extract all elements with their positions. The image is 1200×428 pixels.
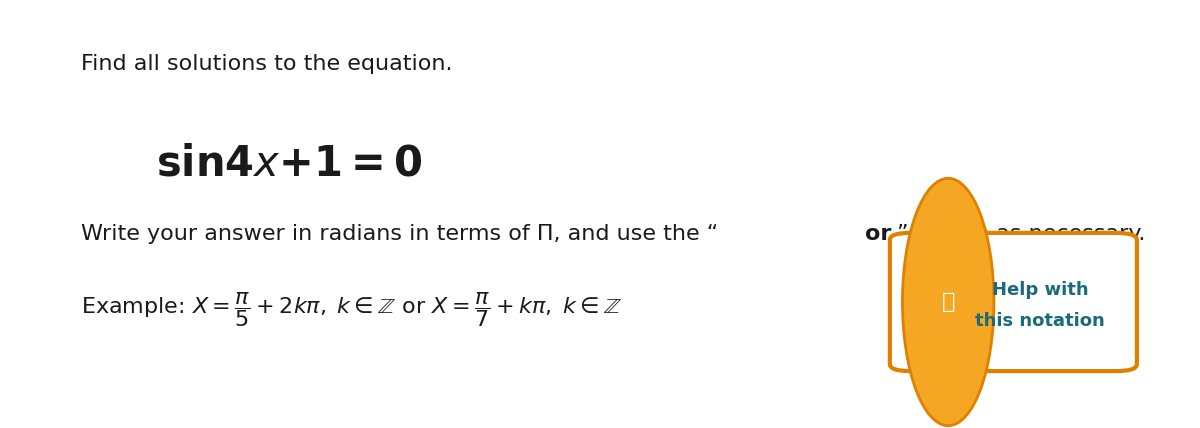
Text: Help with: Help with [992,281,1088,299]
Text: Find all solutions to the equation.: Find all solutions to the equation. [82,54,452,74]
Text: this notation: this notation [976,312,1105,330]
Text: $\mathbf{sin4}$$\mathbf{\mathit{x}}$$\mathbf{ + 1 = 0}$: $\mathbf{sin4}$$\mathbf{\mathit{x}}$$\ma… [156,143,422,185]
Text: Write your answer in radians in terms of Π, and use the “: Write your answer in radians in terms of… [82,224,719,244]
Text: Example: $X = \dfrac{\pi}{5} + 2k\pi,\; k \in \mathbb{Z}$$\mathrm{\ or\ } X = \d: Example: $X = \dfrac{\pi}{5} + 2k\pi,\; … [82,290,622,329]
Text: ⬤: ⬤ [931,286,965,318]
Ellipse shape [902,178,994,426]
Text: or: or [865,224,892,244]
Text: ” button as necessary.: ” button as necessary. [898,224,1146,244]
Text: 💡: 💡 [942,292,955,312]
FancyBboxPatch shape [890,233,1136,371]
